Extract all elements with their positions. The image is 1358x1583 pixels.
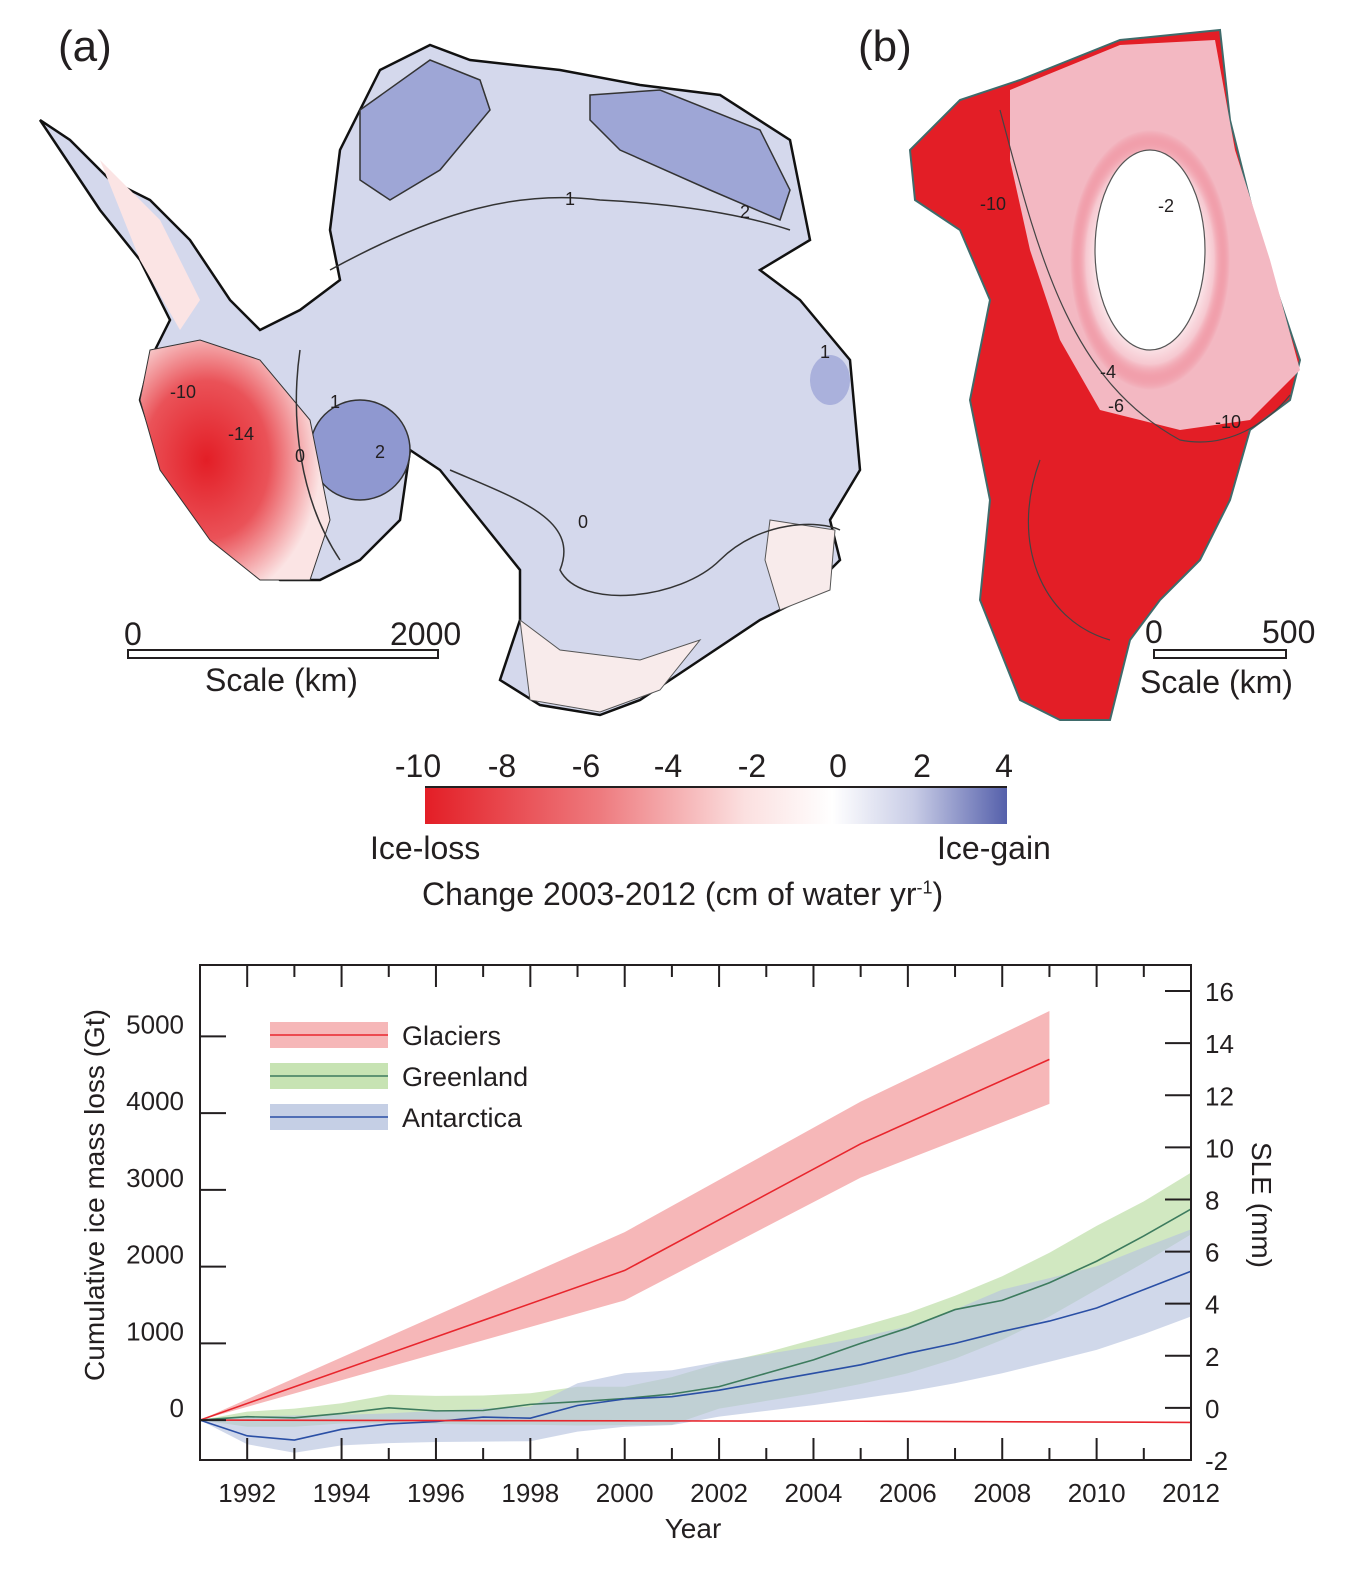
contour-label: 0	[578, 512, 588, 532]
colorbar-tick: -8	[487, 748, 517, 784]
plot-frame	[199, 964, 1192, 1461]
antarctica-map: 1 2 -10 -14 0 1 2 0 1	[38, 43, 862, 717]
y2-tick-label: 0	[1205, 1394, 1219, 1424]
y2-tick-label: 16	[1205, 977, 1234, 1007]
y2-tick-label: 14	[1205, 1029, 1234, 1059]
x-tick-label: 2010	[1068, 1478, 1126, 1508]
colorbar-tick: -10	[394, 748, 442, 784]
y-tick-label: 1000	[126, 1316, 184, 1346]
gain-region	[359, 59, 491, 201]
colorbar-title-sup: -1	[916, 877, 933, 898]
contour-label: 2	[740, 202, 750, 222]
contour-label: 0	[295, 446, 305, 466]
glaciers-uncertainty-band	[200, 1011, 1050, 1421]
scale-b-label: Scale (km)	[1140, 664, 1293, 700]
panel-b-label: (b)	[858, 22, 912, 71]
legend-label-antarctica: Antarctica	[402, 1103, 523, 1133]
x-tick-label: 1992	[218, 1478, 276, 1508]
scale-a-start: 0	[124, 616, 142, 652]
panel-a-label: (a)	[58, 22, 112, 71]
maps-svg: 1 2 -10 -14 0 1 2 0 1 -2 -10 -4 -6 -10	[38, 28, 1302, 721]
scale-bar-a	[127, 649, 439, 659]
gain-region	[589, 89, 791, 222]
contour-label: -10	[170, 382, 196, 402]
y2-tick-label: 8	[1205, 1185, 1219, 1215]
greenland-line	[199, 1208, 1192, 1421]
colorbar-title-text: Change 2003-2012 (cm of water yr	[422, 876, 917, 912]
contour-label: -6	[1108, 396, 1124, 416]
contour-label: -4	[1100, 362, 1116, 382]
contour-label: 2	[375, 442, 385, 462]
x-tick-label: 2012	[1162, 1478, 1220, 1508]
contour-label: 1	[820, 342, 830, 362]
y-tick-label: 4000	[126, 1086, 184, 1116]
colorbar-tick: -4	[653, 748, 683, 784]
antarctica-uncertainty-band	[200, 1229, 1191, 1453]
contour-label: -2	[1158, 196, 1174, 216]
ice-loss-label: Ice-loss	[370, 830, 481, 866]
colorbar-title: Change 2003-2012 (cm of water yr-1)	[422, 876, 943, 913]
y2-tick-label: -2	[1205, 1446, 1228, 1476]
baseline-line	[199, 1419, 1192, 1424]
x-tick-label: 2002	[690, 1478, 748, 1508]
x-tick-label: 1998	[501, 1478, 559, 1508]
scale-bar-b	[1153, 649, 1287, 659]
colorbar-tick: 0	[829, 748, 847, 784]
x-tick-label: 2004	[785, 1478, 843, 1508]
contour-label: 1	[330, 392, 340, 412]
mass-loss-chart: 1992 1994 1996 1998 2000 2002 2004 2006 2008 2010…	[79, 964, 1277, 1544]
x-tick-label: 1996	[407, 1478, 465, 1508]
y-tick-label: 0	[170, 1393, 184, 1423]
y2-axis-label: SLE (mm)	[1246, 1142, 1277, 1268]
y2-tick-label: 6	[1205, 1238, 1219, 1268]
antarctica-line	[199, 1270, 1192, 1441]
x-tick-label: 1994	[313, 1478, 371, 1508]
y2-tick-label: 4	[1205, 1290, 1219, 1320]
x-tick-label: 2008	[973, 1478, 1031, 1508]
colorbar	[425, 786, 1007, 824]
colorbar-tick: 4	[995, 748, 1013, 784]
scale-b-start: 0	[1145, 614, 1163, 650]
scale-b-end: 500	[1262, 614, 1316, 650]
contour-label: -10	[980, 194, 1006, 214]
scale-a-end: 2000	[390, 616, 462, 652]
y-tick-label: 5000	[126, 1009, 184, 1039]
legend-label-glaciers: Glaciers	[402, 1021, 501, 1051]
x-tick-label: 2000	[596, 1478, 654, 1508]
colorbar-tick: -6	[571, 748, 601, 784]
x-axis-label: Year	[665, 1513, 722, 1544]
contour-label: -10	[1215, 412, 1241, 432]
legend: Glaciers Greenland Antarctica	[270, 1021, 528, 1133]
y-axis-label: Cumulative ice mass loss (Gt)	[79, 1009, 110, 1381]
glaciers-line	[199, 1058, 1050, 1421]
y-tick-label: 3000	[126, 1163, 184, 1193]
colorbar-tick: 2	[913, 748, 931, 784]
x-tick-label: 2006	[879, 1478, 937, 1508]
y2-tick-label: 12	[1205, 1081, 1234, 1111]
y2-tick-label: 2	[1205, 1342, 1219, 1372]
colorbar-tick: -2	[737, 748, 767, 784]
greenland-map: -2 -10 -4 -6 -10	[908, 28, 1302, 721]
scale-a-label: Scale (km)	[205, 662, 358, 698]
contour-label: 1	[565, 189, 575, 209]
y-tick-label: 2000	[126, 1240, 184, 1270]
legend-label-greenland: Greenland	[402, 1062, 528, 1092]
colorbar-title-end: )	[932, 876, 944, 912]
y2-tick-label: 10	[1205, 1133, 1234, 1163]
ice-gain-label: Ice-gain	[937, 830, 1051, 866]
contour-label: -14	[228, 424, 254, 444]
